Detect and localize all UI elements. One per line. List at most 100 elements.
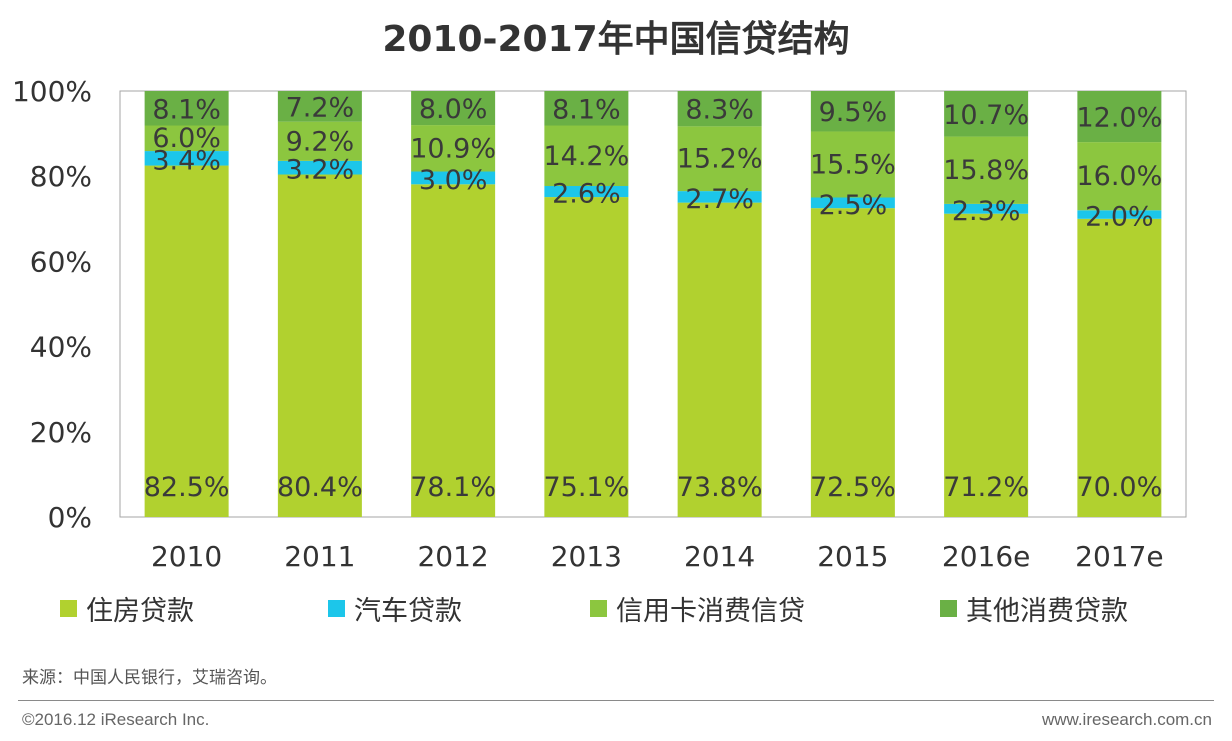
data-label-other: 7.2% [286,92,355,123]
bar-segment-other [411,91,496,126]
bar-segment-housing [544,197,629,517]
data-label-credit-card: 9.2% [286,126,355,157]
bar-segment-other [944,91,1029,137]
y-axis: 0% 20% 40% 60% 80% 100% [12,75,92,534]
bar-segment-credit-card [944,136,1029,204]
website-link[interactable]: www.iresearch.com.cn [1041,710,1212,729]
bar-segment-housing [1077,218,1162,518]
bar-segment-credit-card [144,125,229,152]
legend-item-housing: 住房贷款 [60,588,194,628]
bar-segment-auto [277,160,362,175]
legend-label-housing: 住房贷款 [86,595,194,627]
x-axis: 2010 2011 2012 2013 2014 2015 2016e 2017e [151,540,1164,573]
x-tick-label: 2011 [284,540,355,573]
data-label-credit-card: 15.8% [943,155,1029,186]
data-label-auto: 3.2% [286,155,355,186]
data-label-other: 9.5% [819,97,888,128]
source-note: 来源：中国人民银行，艾瑞咨询。 [22,668,277,688]
bar-segment-auto [810,197,895,209]
x-tick-label: 2013 [551,540,622,573]
data-label-housing: 75.1% [543,472,629,503]
legend-item-credit-card: 信用卡消费信贷 [590,588,805,628]
bar-segment-auto [411,171,496,185]
data-label-auto: 2.6% [552,179,621,210]
stacked-bar-chart: 82.5%3.4%6.0%8.1%80.4%3.2%9.2%7.2%78.1%3… [12,75,1187,573]
data-label-credit-card: 10.9% [410,133,496,164]
x-tick-label: 2015 [817,540,888,573]
legend-swatch-credit-card [590,599,607,617]
data-label-auto: 2.0% [1085,202,1154,233]
data-label-credit-card: 14.2% [543,141,629,172]
bar-segment-other [1077,91,1162,143]
bar-segment-housing [810,208,895,517]
footer-divider [18,700,1214,701]
x-tick-label: 2012 [417,540,488,573]
y-tick-label: 60% [30,245,92,278]
y-tick-label: 80% [30,160,92,193]
bar-segment-credit-card [544,125,629,186]
data-label-other: 8.1% [552,94,621,125]
data-label-other: 10.7% [943,100,1029,131]
data-label-housing: 80.4% [277,472,363,503]
x-tick-label: 2016e [942,540,1030,573]
bar-segment-credit-card [411,125,496,172]
bar-segment-other [277,91,362,122]
data-label-auto: 2.7% [685,184,754,215]
bar-segment-auto [544,185,629,198]
legend-item-other: 其他消费贷款 [940,588,1128,628]
data-label-auto: 3.4% [152,145,221,176]
y-tick-label: 0% [48,501,92,534]
y-tick-label: 40% [30,331,92,364]
data-label-housing: 82.5% [144,472,230,503]
bar-segment-credit-card [810,131,895,198]
bar-segment-auto [144,151,229,166]
bar-segment-credit-card [1077,142,1162,211]
data-label-housing: 78.1% [410,472,496,503]
data-label-housing: 72.5% [810,472,896,503]
bar-segment-auto [1077,210,1162,219]
legend: 住房贷款 汽车贷款 信用卡消费信贷 其他消费贷款 [60,588,1210,628]
bar-segment-auto [944,203,1029,214]
legend-label-credit-card: 信用卡消费信贷 [616,595,805,627]
x-tick-label: 2014 [684,540,755,573]
data-label-credit-card: 6.0% [152,123,221,154]
data-label-other: 8.1% [152,94,221,125]
legend-label-auto: 汽车贷款 [354,595,462,627]
legend-label-other: 其他消费贷款 [966,595,1128,627]
data-label-other: 8.3% [685,95,754,126]
bar-segment-housing [144,165,229,518]
bar-segment-housing [411,184,496,517]
data-label-housing: 73.8% [677,472,763,503]
y-tick-label: 100% [12,75,92,108]
data-labels-layer: 82.5%3.4%6.0%8.1%80.4%3.2%9.2%7.2%78.1%3… [144,92,1163,503]
data-label-credit-card: 16.0% [1076,161,1162,192]
data-label-auto: 3.0% [419,165,488,196]
data-label-credit-card: 15.5% [810,149,896,180]
legend-swatch-housing [60,599,77,617]
copyright-text: ©2016.12 iResearch Inc. [22,710,210,729]
data-label-housing: 70.0% [1076,472,1162,503]
data-label-housing: 71.2% [943,472,1029,503]
bar-segment-other [677,91,762,127]
data-label-other: 12.0% [1076,103,1162,134]
bar-segment-housing [277,174,362,517]
data-label-other: 8.0% [419,94,488,125]
bar-segment-housing [944,213,1029,518]
y-tick-label: 20% [30,416,92,449]
bar-segment-other [544,91,629,126]
chart-title: 2010-2017年中国信贷结构 [382,19,850,60]
bar-segment-auto [677,191,762,203]
data-label-auto: 2.3% [952,196,1021,227]
bar-segment-housing [677,202,762,517]
legend-item-auto: 汽车贷款 [328,588,462,628]
bar-segment-other [144,91,229,126]
x-tick-label: 2017e [1075,540,1163,573]
data-label-auto: 2.5% [819,190,888,221]
data-label-credit-card: 15.2% [677,144,763,175]
x-tick-label: 2010 [151,540,222,573]
bar-segment-other [810,91,895,132]
legend-swatch-auto [328,599,345,617]
bars-layer [144,91,1162,518]
bar-segment-credit-card [277,121,362,161]
bar-segment-credit-card [677,126,762,192]
